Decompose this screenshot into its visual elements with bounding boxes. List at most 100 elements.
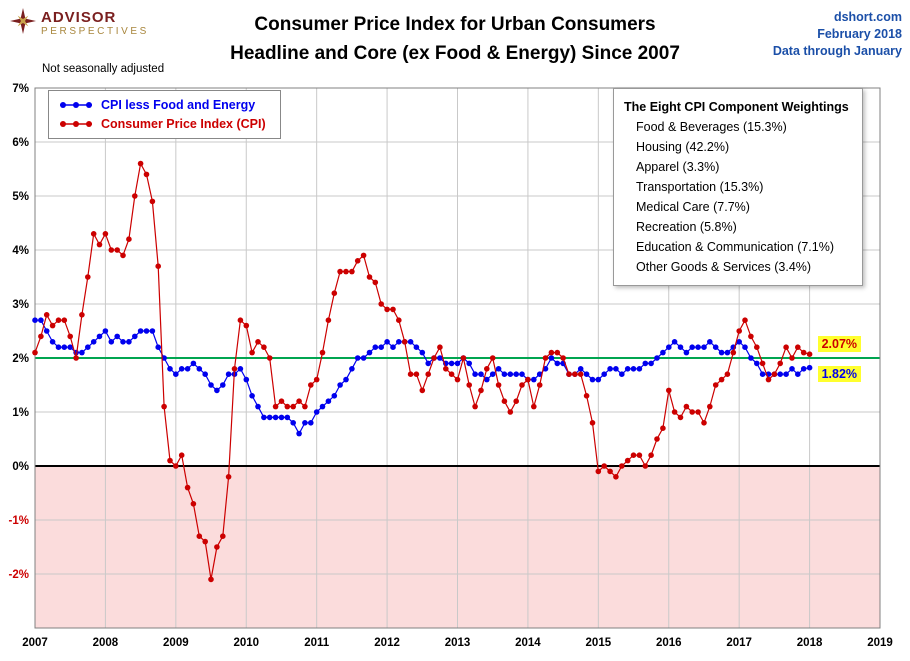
data-point [754, 344, 760, 351]
advisor-perspectives-logo: ADVISOR PERSPECTIVES [10, 8, 149, 39]
data-point [789, 366, 795, 372]
data-point [366, 274, 373, 280]
data-point [354, 258, 361, 264]
data-point [272, 403, 279, 410]
x-axis-tick-label: 2013 [445, 637, 471, 649]
data-point [484, 376, 490, 383]
logo-advisor-text: ADVISOR [41, 8, 117, 26]
data-point [290, 420, 297, 426]
data-point [718, 349, 725, 356]
data-point [337, 382, 343, 388]
data-point [360, 252, 367, 259]
weightings-title: The Eight CPI Component Weightings [624, 100, 849, 114]
data-point [143, 328, 150, 334]
data-point [407, 371, 414, 378]
data-point [448, 360, 455, 367]
data-point [759, 360, 766, 367]
data-point [472, 403, 478, 410]
data-point [278, 398, 285, 405]
data-point [425, 371, 432, 378]
data-point [495, 366, 502, 372]
weighting-housing: Housing (42.2%) [636, 140, 730, 154]
data-point [378, 344, 385, 351]
data-point [507, 371, 514, 378]
data-point [38, 333, 44, 340]
data-point [507, 409, 514, 415]
x-axis-tick-label: 2016 [656, 637, 682, 649]
data-point [466, 382, 473, 388]
data-point [378, 301, 385, 307]
data-point [296, 430, 302, 437]
data-point [325, 317, 332, 324]
data-point [38, 317, 44, 324]
data-point [302, 403, 308, 410]
data-point [572, 371, 578, 378]
data-point [96, 241, 103, 248]
data-point [55, 344, 62, 351]
data-point [102, 328, 109, 334]
cpi-weightings-box: The Eight CPI Component Weightings Food … [613, 88, 863, 286]
data-point [196, 533, 203, 539]
y-axis-tick-label: 6% [12, 137, 29, 149]
data-point [272, 414, 279, 421]
data-point [800, 366, 807, 372]
data-point [155, 344, 161, 351]
y-axis-tick-label: 0% [12, 461, 29, 473]
weighting-apparel: Apparel (3.3%) [636, 160, 720, 174]
series-line [35, 319, 810, 435]
x-axis-tick-label: 2018 [797, 637, 823, 649]
data-point [43, 312, 50, 318]
data-point [284, 403, 291, 410]
data-point [472, 371, 478, 378]
data-point [231, 366, 238, 372]
data-point [225, 371, 232, 378]
data-point [460, 355, 467, 361]
x-axis-tick-label: 2017 [726, 637, 752, 649]
y-axis-tick-label: 5% [12, 191, 29, 203]
weighting-food-beverages: Food & Beverages (15.3%) [636, 120, 787, 134]
data-point [489, 371, 496, 378]
data-point [736, 328, 742, 334]
data-point [208, 382, 214, 388]
line-marker-sample-icon [60, 102, 92, 108]
data-point [384, 306, 390, 313]
line-marker-sample-icon [60, 121, 92, 127]
data-point [278, 414, 285, 421]
data-point [61, 344, 68, 351]
data-point [630, 366, 637, 372]
data-point [689, 344, 695, 351]
data-point [178, 452, 185, 459]
data-point [372, 279, 379, 286]
headline-cpi-end-value: 2.07% [817, 336, 862, 353]
data-point [184, 484, 191, 491]
data-point [642, 463, 649, 469]
data-point [583, 371, 590, 378]
data-point [108, 247, 115, 253]
data-point [771, 371, 778, 378]
data-point [478, 371, 484, 378]
chart-legend: CPI less Food and Energy Consumer Price … [48, 90, 281, 139]
data-point [49, 322, 56, 329]
data-point [255, 403, 261, 410]
data-point [308, 420, 314, 426]
data-point [372, 344, 379, 351]
data-point [419, 349, 426, 356]
data-point [607, 468, 613, 475]
data-point [601, 463, 607, 469]
data-point [360, 355, 367, 361]
data-point [748, 355, 754, 361]
data-point [79, 349, 85, 356]
data-point [32, 349, 38, 356]
data-point [261, 344, 267, 351]
data-point [413, 344, 420, 351]
data-point [249, 393, 255, 399]
x-axis-tick-label: 2008 [93, 637, 119, 649]
x-axis-tick-label: 2010 [233, 637, 259, 649]
data-point [677, 344, 684, 351]
data-point [296, 398, 302, 405]
data-point [654, 436, 660, 442]
x-axis-tick-label: 2014 [515, 637, 541, 649]
data-point [325, 398, 332, 405]
data-point [554, 360, 561, 367]
source-data-through: Data through January [772, 44, 902, 58]
